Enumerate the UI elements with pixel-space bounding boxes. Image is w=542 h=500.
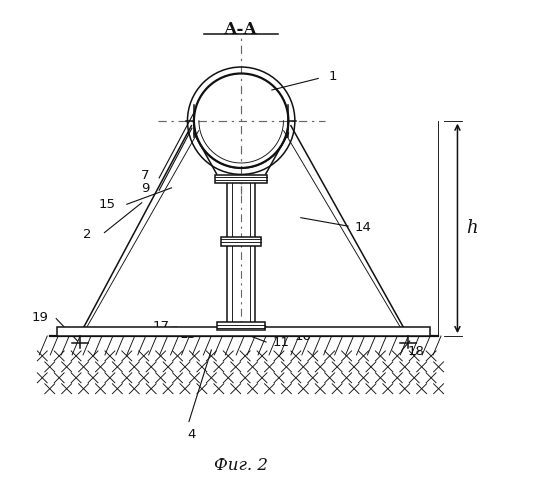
Text: А-А: А-А [224,22,258,38]
Text: 7: 7 [141,169,149,182]
Text: h: h [467,220,478,238]
Text: 4: 4 [187,428,196,440]
Bar [217,322,265,330]
Text: 9: 9 [141,182,149,195]
Text: 13: 13 [179,328,196,341]
Text: 15: 15 [99,198,116,211]
Text: 2: 2 [82,228,91,240]
Text: 19: 19 [31,311,48,324]
Bar [221,236,261,246]
Bar [215,175,267,183]
Text: 1: 1 [328,70,337,84]
Bar [57,327,430,336]
Text: 17: 17 [152,320,169,333]
Text: 16: 16 [295,330,312,343]
Text: 11: 11 [273,336,289,349]
Text: 18: 18 [408,346,424,358]
Text: Фиг. 2: Фиг. 2 [214,457,268,474]
Text: 14: 14 [354,220,371,234]
